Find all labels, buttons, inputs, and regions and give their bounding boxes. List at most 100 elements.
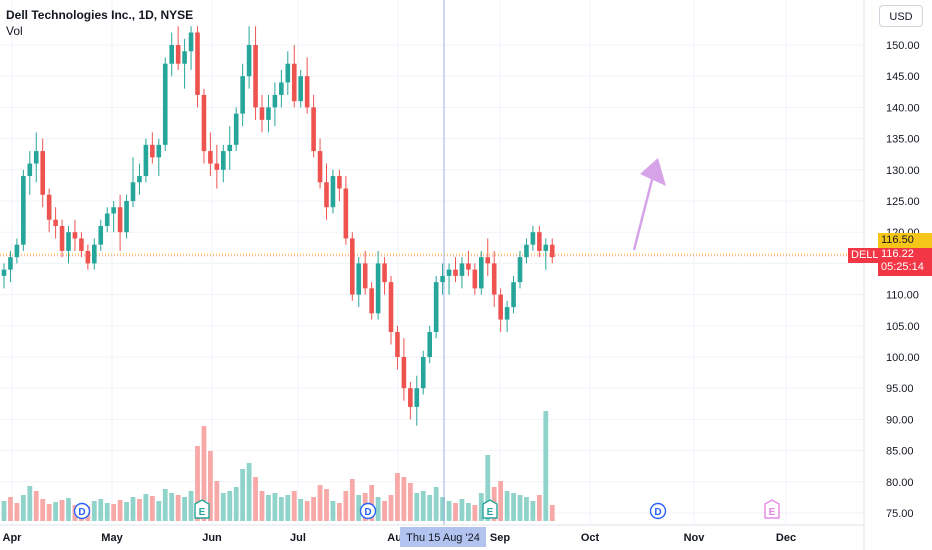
currency-button[interactable]: USD: [879, 5, 923, 27]
volume-bar: [446, 501, 452, 521]
volume-bar: [195, 446, 200, 521]
candle-body: [362, 263, 368, 289]
date-tick-label: Jul: [290, 532, 306, 544]
date-tick-label: Oct: [581, 532, 600, 544]
volume-bar: [117, 500, 123, 521]
candle-body: [208, 151, 213, 164]
volume-bar: [530, 501, 536, 521]
candle-body: [227, 144, 233, 152]
dividend-marker: D: [359, 502, 377, 520]
volume-bar: [27, 486, 33, 521]
price-tick-label: 130.00: [886, 165, 920, 177]
candle-body: [221, 151, 226, 170]
volume-bar: [504, 491, 510, 521]
candle-body: [304, 76, 310, 108]
candle-body: [291, 63, 297, 102]
price-tick-label: 85.00: [886, 446, 914, 458]
volume-bar: [311, 497, 316, 521]
price-tick-label: 125.00: [886, 196, 920, 208]
volume-bar: [440, 497, 445, 521]
volume-bar: [111, 504, 117, 521]
candle-body: [414, 388, 420, 407]
volume-bar: [433, 487, 439, 521]
candle-body: [356, 263, 362, 295]
candle-body: [111, 207, 116, 214]
volume-bar: [466, 503, 471, 521]
candle-body: [369, 288, 374, 314]
earnings-marker: E: [482, 499, 498, 519]
marker-letter: D: [78, 507, 85, 518]
date-tick-label: Sep: [490, 532, 510, 544]
volume-bar: [1, 501, 7, 521]
symbol-title[interactable]: Dell Technologies Inc., 1D, NYSE: [6, 8, 194, 22]
volume-bar: [298, 499, 304, 521]
volume-bar: [59, 500, 65, 521]
candle-body: [324, 182, 329, 208]
candle-body: [466, 263, 471, 270]
candle-body: [446, 269, 452, 276]
candle-body: [440, 275, 445, 283]
candle-body: [233, 113, 239, 145]
candle-body: [343, 188, 349, 239]
volume-bar: [375, 497, 381, 521]
price-tick-label: 110.00: [886, 290, 919, 302]
candle-body: [266, 107, 271, 120]
volume-bar: [8, 497, 13, 521]
candle-body: [375, 263, 381, 314]
candle-body: [401, 357, 407, 389]
volume-bar: [395, 473, 400, 521]
marker-letter: E: [769, 507, 776, 518]
candle-body: [27, 163, 33, 177]
candle-body: [8, 257, 13, 270]
candle-body: [272, 94, 278, 108]
candle-body: [298, 76, 303, 102]
price-tick-label: 140.00: [886, 102, 920, 114]
candle-body: [279, 82, 284, 95]
volume-bar: [414, 493, 420, 521]
volume-bar: [20, 495, 26, 521]
candle-body: [420, 357, 426, 389]
candle-body: [92, 244, 97, 264]
candle-body: [46, 194, 52, 220]
volume-bar: [304, 501, 310, 521]
volume-bar: [233, 487, 239, 521]
marker-circle: [649, 502, 667, 520]
candle-body: [21, 176, 26, 245]
volume-bar: [208, 451, 213, 521]
volume-bar: [33, 491, 39, 521]
price-tick-label: 105.00: [886, 321, 920, 333]
volume-bar: [162, 489, 168, 521]
volume-bar: [356, 495, 362, 521]
date-axis[interactable]: [0, 525, 864, 550]
volume-bar: [227, 491, 233, 521]
candle-body: [543, 244, 549, 251]
drawn-arrow: [632, 158, 666, 251]
candle-body: [156, 144, 162, 158]
earnings-marker: E: [194, 499, 210, 519]
candle-body: [530, 232, 536, 245]
candle-body: [524, 244, 529, 258]
volume-bar: [98, 499, 104, 521]
volume-label[interactable]: Vol: [6, 24, 23, 38]
candle-body: [388, 282, 394, 333]
volume-bar: [382, 501, 387, 521]
crosshair-date-box: [400, 527, 486, 547]
marker-letter: D: [654, 507, 661, 518]
countdown-timer: 05:25:14: [881, 261, 924, 273]
volume-bar: [124, 502, 129, 521]
volume-bar: [369, 485, 375, 521]
volume-bar: [104, 503, 110, 521]
price-tick-label: 135.00: [886, 134, 920, 146]
volume-bar: [40, 499, 46, 521]
candle-body: [59, 225, 65, 251]
price-tick-label: 80.00: [886, 477, 914, 489]
volume-bar: [343, 491, 349, 521]
candle-body: [479, 257, 484, 289]
volume-bar: [259, 491, 265, 521]
volume-bar: [272, 493, 278, 521]
candle-body: [504, 307, 510, 320]
volume-bar: [240, 469, 246, 521]
candle-body: [408, 388, 413, 407]
